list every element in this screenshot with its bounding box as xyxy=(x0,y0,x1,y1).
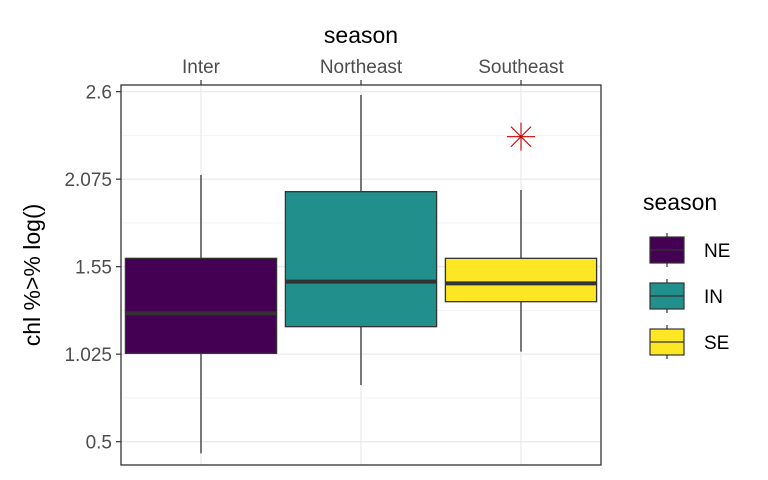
top-axis-title: season xyxy=(324,22,398,48)
box-southeast xyxy=(444,122,598,352)
x-tick-label: Southeast xyxy=(478,57,564,78)
y-tick-label: 2.075 xyxy=(64,170,112,191)
y-axis: 0.5 1.025 1.55 2.075 2.6 xyxy=(64,83,121,454)
legend-title: season xyxy=(643,189,717,215)
box-body xyxy=(124,257,278,354)
x-tick-label: Northeast xyxy=(320,57,403,78)
legend-item-in: IN xyxy=(649,279,723,313)
box-body xyxy=(444,257,598,303)
y-tick-label: 0.5 xyxy=(86,433,112,454)
outlier-point xyxy=(507,122,535,151)
x-axis-top: Inter Northeast Southeast xyxy=(182,57,564,85)
y-axis-title: chl %>% log() xyxy=(19,204,45,347)
box-northeast xyxy=(284,95,438,385)
y-tick-label: 2.6 xyxy=(86,83,112,104)
outlier-stroke xyxy=(510,126,532,148)
legend-item-se: SE xyxy=(649,325,729,359)
box-body xyxy=(284,191,438,328)
y-tick-label: 1.55 xyxy=(75,258,112,279)
legend-item-ne: NE xyxy=(649,233,730,267)
y-tick-label: 1.025 xyxy=(64,345,112,366)
boxes-layer xyxy=(124,95,598,454)
x-tick-label: Inter xyxy=(182,57,221,78)
legend-label: SE xyxy=(704,333,729,354)
legend: season NE IN SE xyxy=(643,189,730,359)
legend-label: IN xyxy=(704,287,723,308)
legend-label: NE xyxy=(704,241,730,262)
box-inter xyxy=(124,175,278,454)
